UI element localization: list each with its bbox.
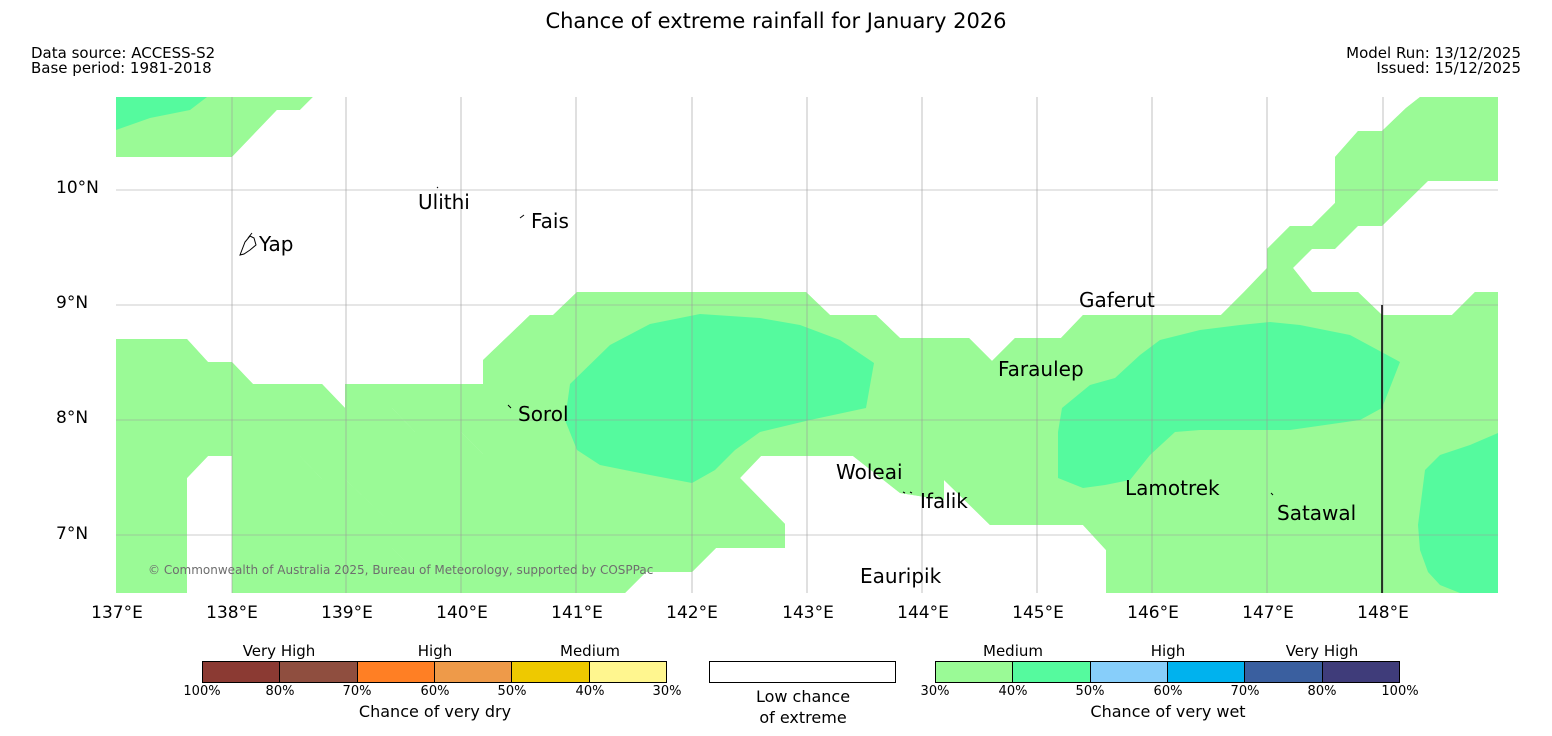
- data-source: Data source: ACCESS-S2: [31, 44, 216, 62]
- lon-label: 145°E: [1012, 603, 1064, 623]
- dry-swatch: [589, 662, 666, 682]
- low-chance-swatch: [710, 662, 895, 682]
- island-outlines: [239, 186, 1274, 496]
- lat-label: 7°N: [56, 524, 89, 544]
- wet-tick: 80%: [1307, 684, 1337, 699]
- wet-tick: 70%: [1230, 684, 1260, 699]
- low-chance-bar: [709, 661, 896, 683]
- ifalik-island-shape: [909, 491, 913, 494]
- wet-tick: 50%: [1075, 684, 1105, 699]
- wet-colorbar: [935, 661, 1400, 683]
- dry-swatch: [512, 662, 590, 682]
- wet-category-label: High: [1150, 642, 1186, 660]
- wet-swatch: [1322, 662, 1399, 682]
- wet-swatch: [936, 662, 1014, 682]
- low-chance-region: [116, 97, 1498, 593]
- map-grid: [116, 97, 1498, 593]
- dry-tick: 40%: [575, 684, 605, 699]
- sorol-island-shape: [507, 404, 512, 409]
- dry-tick: 50%: [497, 684, 527, 699]
- base-period: Base period: 1981-2018: [31, 59, 212, 77]
- map-title: Chance of extreme rainfall for January 2…: [545, 9, 1007, 33]
- low-chance-colorbar: [709, 661, 896, 683]
- wet-category-label: Medium: [983, 642, 1043, 660]
- satawal-island-shape: [1270, 492, 1274, 496]
- dry-tick: 30%: [652, 684, 682, 699]
- issued-date: Issued: 15/12/2025: [1376, 59, 1521, 77]
- place-label: Lamotrek: [1125, 476, 1220, 500]
- place-label: Woleai: [836, 460, 903, 484]
- place-label: Gaferut: [1079, 288, 1155, 312]
- model-run: Model Run: 13/12/2025: [1346, 44, 1521, 62]
- lat-label: 10°N: [56, 178, 99, 198]
- wet-tick: 100%: [1381, 684, 1419, 699]
- lat-label: 9°N: [56, 293, 89, 313]
- dry-category-label: Very High: [242, 642, 316, 660]
- lon-label: 137°E: [91, 603, 143, 623]
- place-label: Ulithi: [418, 190, 470, 214]
- lon-label: 143°E: [782, 603, 834, 623]
- low-chance-caption-1: Low chance: [755, 687, 851, 706]
- lon-label: 147°E: [1242, 603, 1294, 623]
- yap-island-tip: [247, 232, 253, 239]
- rainfall-map: [116, 97, 1498, 593]
- yap-island-shape: [239, 235, 257, 256]
- lat-label: 8°N: [56, 408, 89, 428]
- dry-category-label: Medium: [560, 642, 620, 660]
- wet-swatch: [1167, 662, 1246, 682]
- wet-tick: 30%: [920, 684, 950, 699]
- dry-category-label: High: [417, 642, 453, 660]
- dry-tick: 60%: [420, 684, 450, 699]
- woleai-island-shape: [902, 491, 906, 494]
- fais-island-shape: [519, 214, 525, 219]
- dry-swatch: [434, 662, 513, 682]
- lon-label: 139°E: [321, 603, 373, 623]
- place-label: Sorol: [518, 402, 569, 426]
- dry-swatch: [203, 662, 281, 682]
- lon-label: 140°E: [436, 603, 488, 623]
- meta-left: Data source: ACCESS-S2 Base period: 1981…: [31, 46, 215, 76]
- meta-right: Model Run: 13/12/2025 Issued: 15/12/2025: [1346, 46, 1521, 76]
- low-chance-caption-2: of extreme: [759, 708, 847, 727]
- wet-tick: 40%: [998, 684, 1028, 699]
- high-wet-region: [565, 314, 1498, 593]
- lon-label: 144°E: [897, 603, 949, 623]
- place-label: Yap: [259, 232, 294, 256]
- wet-swatch: [1013, 662, 1091, 682]
- dry-swatch: [280, 662, 358, 682]
- place-label: Ifalik: [920, 489, 968, 513]
- lon-label: 138°E: [206, 603, 258, 623]
- place-label: Fais: [531, 209, 569, 233]
- wet-swatch: [1090, 662, 1168, 682]
- place-label: Satawal: [1277, 501, 1357, 525]
- dry-colorbar: [202, 661, 667, 683]
- dry-tick: 100%: [183, 684, 221, 699]
- wet-swatch: [1245, 662, 1323, 682]
- lon-label: 141°E: [551, 603, 603, 623]
- wet-caption: Chance of very wet: [1090, 702, 1246, 721]
- lon-label: 142°E: [666, 603, 718, 623]
- place-label: Eauripik: [860, 564, 942, 588]
- wet-category-label: Very High: [1285, 642, 1359, 660]
- place-label: Faraulep: [998, 357, 1084, 381]
- wet-tick: 60%: [1153, 684, 1183, 699]
- copyright-notice: © Commonwealth of Australia 2025, Bureau…: [148, 563, 654, 577]
- dry-tick: 70%: [342, 684, 372, 699]
- dry-bar: [202, 661, 667, 683]
- dry-tick: 80%: [265, 684, 295, 699]
- wet-bar: [935, 661, 1400, 683]
- lon-label: 146°E: [1127, 603, 1179, 623]
- ulithi-island-shape: [436, 186, 439, 189]
- lon-label: 148°E: [1357, 603, 1409, 623]
- dry-caption: Chance of very dry: [358, 702, 512, 721]
- dry-swatch: [357, 662, 435, 682]
